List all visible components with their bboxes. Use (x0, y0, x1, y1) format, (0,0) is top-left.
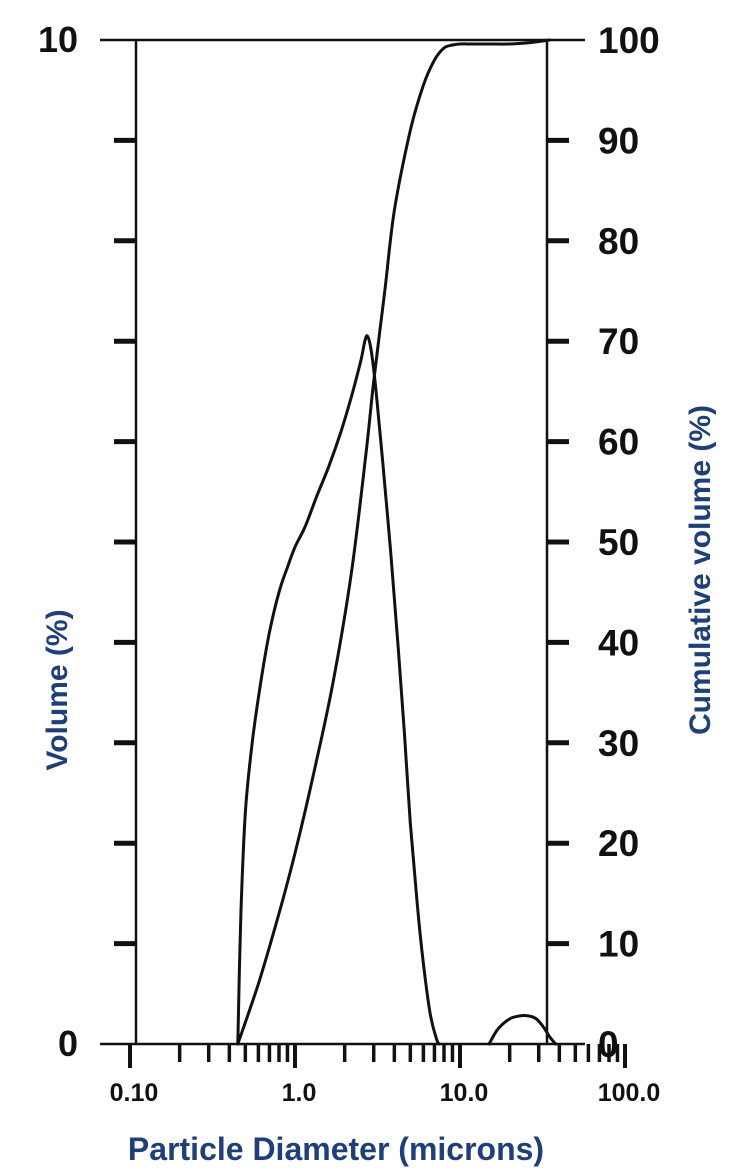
cumulative-volume-line (236, 38, 552, 1046)
left-y-axis-title: Volume (%) (41, 609, 74, 770)
right-y-tick-label: 60 (598, 422, 639, 463)
right-y-tick-label: 0 (598, 1024, 619, 1065)
right-y-tick-labels: 0 10 20 30 40 50 60 70 80 90 100 (598, 20, 660, 1065)
volume-distribution-line-2 (487, 1014, 558, 1046)
right-y-tick-label: 40 (598, 622, 639, 663)
x-ticks (128, 1044, 627, 1068)
right-y-tick-label: 20 (598, 823, 639, 864)
x-tick-labels: 0.10 1.0 10.0 100.0 (110, 1079, 661, 1107)
left-y-tick-labels: 0 10 (38, 19, 78, 1064)
left-y-tick-label: 10 (38, 19, 78, 60)
right-y-tick-label: 100 (598, 20, 660, 61)
x-tick-label: 100.0 (598, 1079, 661, 1107)
left-y-tick-label: 0 (58, 1023, 78, 1064)
x-tick-label: 0.10 (110, 1079, 159, 1107)
right-y-ticks (547, 137, 569, 947)
x-axis-title: Particle Diameter (microns) (128, 1131, 544, 1167)
right-y-tick-label: 10 (598, 924, 639, 965)
volume-distribution-line-1 (236, 334, 441, 1046)
right-y-tick-label: 50 (598, 522, 639, 563)
right-y-tick-label: 70 (598, 321, 639, 362)
right-y-tick-label: 30 (598, 723, 639, 764)
series-layer (236, 38, 558, 1046)
x-tick-label: 1.0 (282, 1079, 317, 1107)
right-y-axis-title: Cumulative volume (%) (684, 405, 717, 735)
left-y-ticks (114, 137, 136, 947)
x-tick-label: 10.0 (440, 1079, 489, 1107)
right-y-tick-label: 80 (598, 221, 639, 262)
right-y-tick-label: 90 (598, 120, 639, 161)
